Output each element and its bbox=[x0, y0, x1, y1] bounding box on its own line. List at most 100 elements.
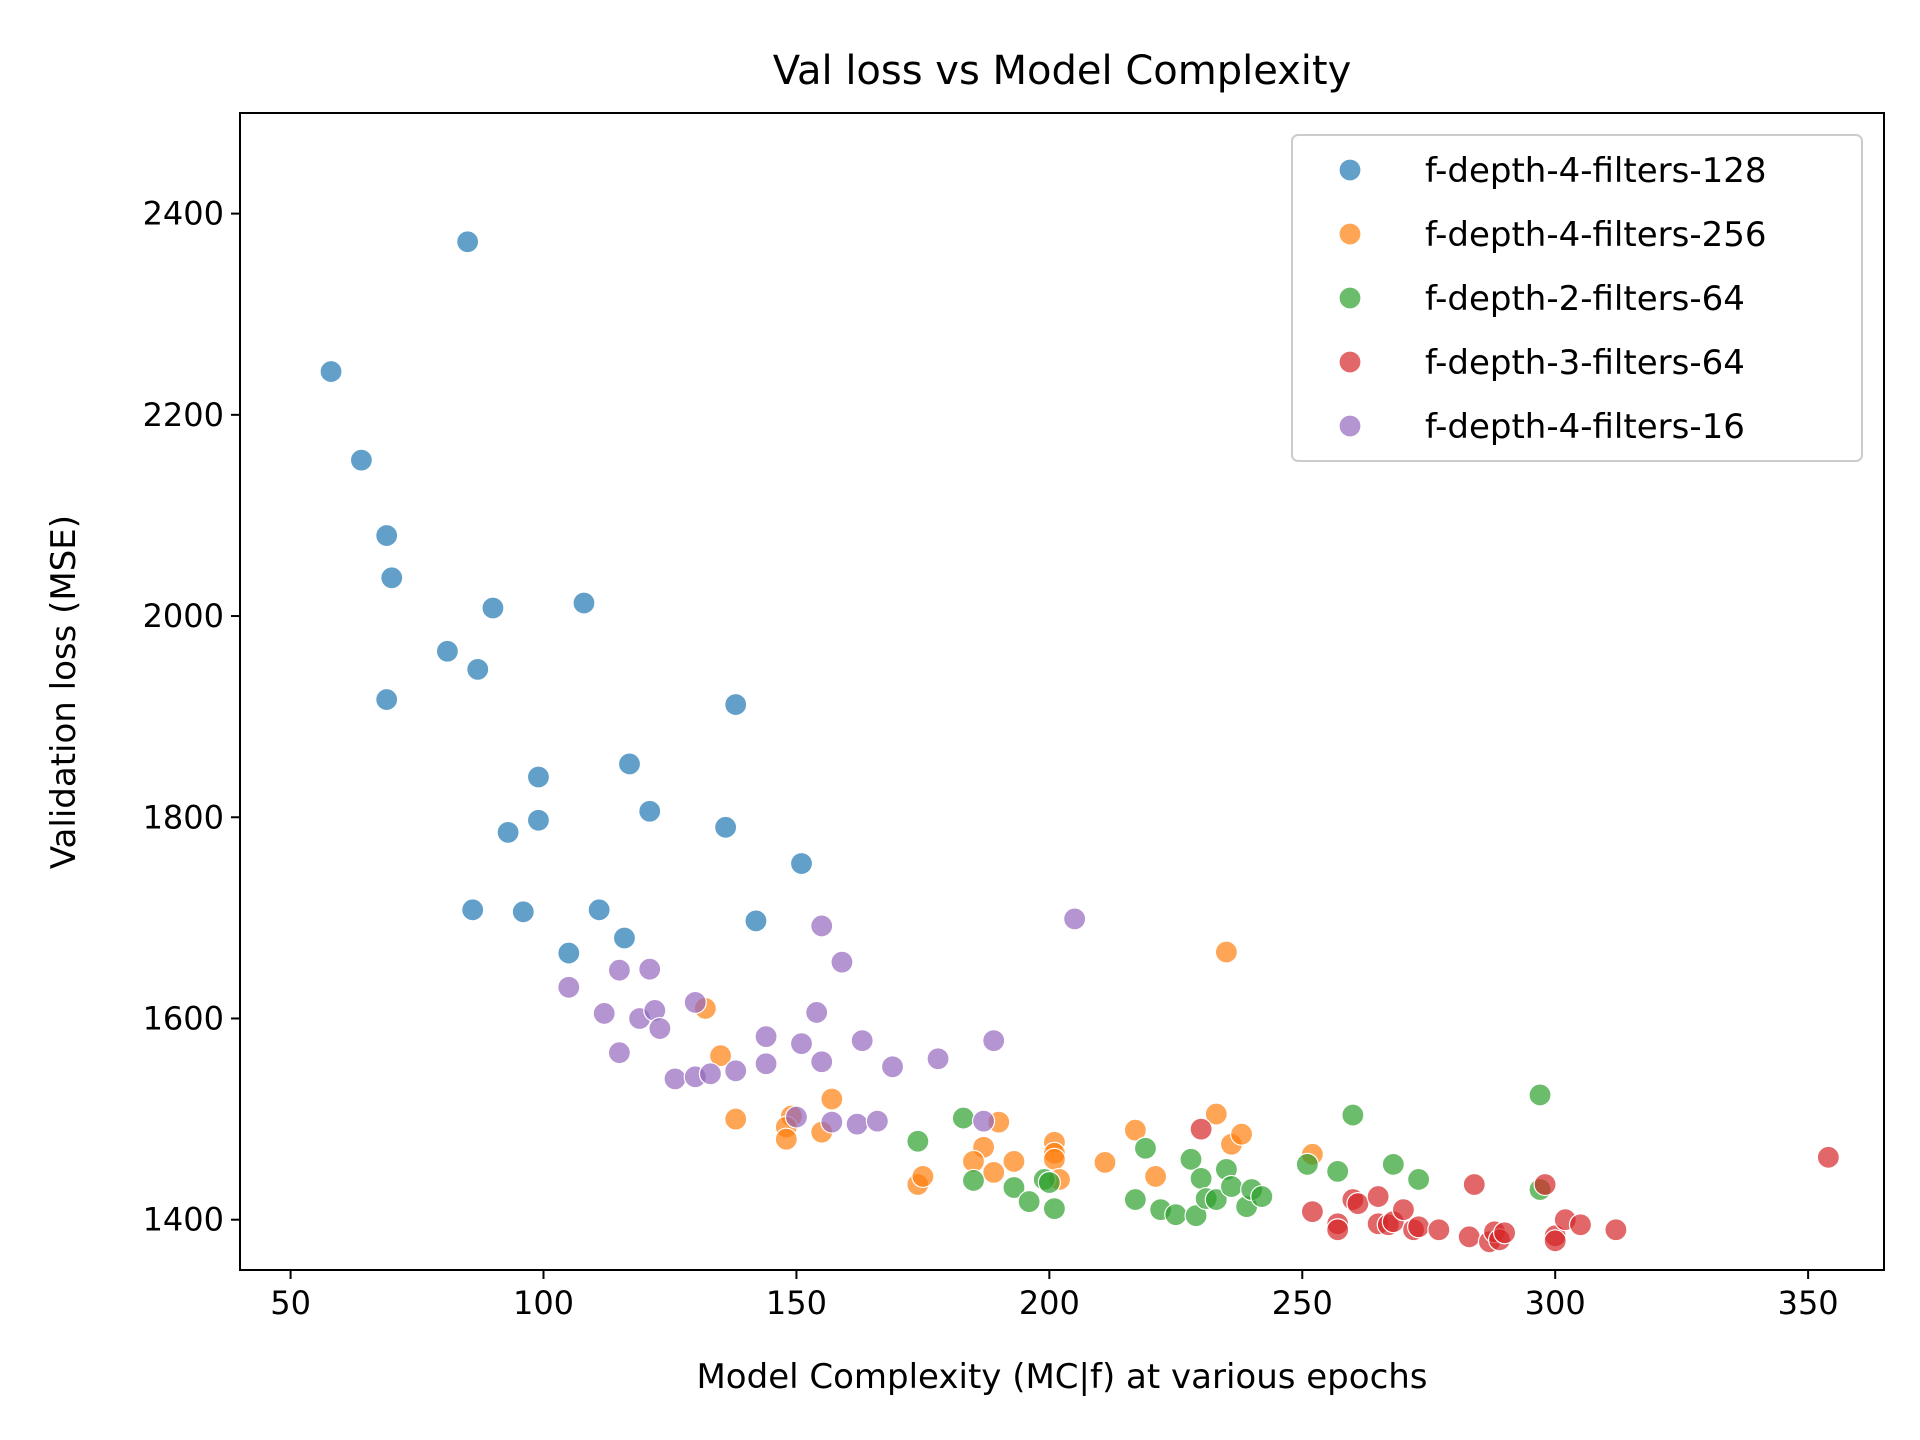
data-point-f-depth-4-filters-256-25 bbox=[1229, 1122, 1254, 1146]
chart-title: Val loss vs Model Complexity bbox=[773, 48, 1352, 94]
data-point-f-depth-3-filters-64-20 bbox=[1493, 1221, 1517, 1245]
data-point-f-depth-3-filters-64-26 bbox=[1604, 1218, 1628, 1242]
data-point-f-depth-4-filters-16-6 bbox=[683, 990, 707, 1014]
data-point-f-depth-4-filters-16-28 bbox=[865, 1109, 889, 1133]
data-point-f-depth-3-filters-64-8 bbox=[1366, 1184, 1390, 1209]
data-point-f-depth-4-filters-128-12 bbox=[617, 752, 642, 776]
data-point-f-depth-4-filters-16-4 bbox=[607, 958, 631, 982]
data-point-f-depth-2-filters-64-18 bbox=[1204, 1187, 1228, 1212]
x-tick-label-150: 150 bbox=[766, 1284, 827, 1322]
data-points bbox=[319, 230, 1840, 1254]
data-point-f-depth-4-filters-128-18 bbox=[461, 898, 485, 922]
y-tick-label-2200: 2200 bbox=[143, 396, 224, 434]
data-point-f-depth-4-filters-128-17 bbox=[789, 851, 814, 876]
x-tick-label-50: 50 bbox=[270, 1284, 311, 1322]
legend-label-f-depth-2-filters-64: f-depth-2-filters-64 bbox=[1425, 279, 1745, 319]
data-point-f-depth-4-filters-16-18 bbox=[789, 1032, 814, 1056]
data-point-f-depth-4-filters-256-18 bbox=[1042, 1147, 1067, 1171]
data-point-f-depth-4-filters-128-23 bbox=[612, 926, 637, 950]
data-point-f-depth-4-filters-16-26 bbox=[820, 1110, 844, 1134]
data-point-f-depth-4-filters-16-29 bbox=[971, 1109, 996, 1133]
data-point-f-depth-3-filters-64-21 bbox=[1533, 1172, 1557, 1197]
x-tick-label-250: 250 bbox=[1272, 1284, 1333, 1322]
data-point-f-depth-4-filters-128-3 bbox=[375, 523, 399, 548]
legend-label-f-depth-4-filters-128: f-depth-4-filters-128 bbox=[1425, 151, 1766, 191]
data-point-f-depth-4-filters-128-0 bbox=[456, 230, 480, 254]
y-tick-label-2000: 2000 bbox=[143, 597, 224, 635]
data-point-f-depth-4-filters-128-10 bbox=[724, 692, 748, 717]
data-point-f-depth-2-filters-64-10 bbox=[1133, 1136, 1158, 1160]
data-point-f-depth-4-filters-16-19 bbox=[805, 1000, 829, 1025]
data-point-f-depth-3-filters-64-14 bbox=[1427, 1218, 1451, 1242]
data-point-f-depth-2-filters-64-14 bbox=[1179, 1147, 1203, 1171]
x-tick-label-300: 300 bbox=[1525, 1284, 1586, 1322]
data-point-f-depth-4-filters-16-14 bbox=[698, 1062, 723, 1086]
data-point-f-depth-4-filters-16-7 bbox=[592, 1001, 616, 1026]
y-tick-label-1600: 1600 bbox=[143, 999, 224, 1037]
data-point-f-depth-4-filters-16-3 bbox=[557, 975, 581, 999]
data-point-f-depth-4-filters-16-10 bbox=[648, 1016, 672, 1041]
data-point-f-depth-2-filters-64-20 bbox=[1219, 1174, 1244, 1199]
data-point-f-depth-2-filters-64-1 bbox=[1341, 1103, 1365, 1127]
data-point-f-depth-2-filters-64-2 bbox=[951, 1106, 975, 1130]
data-point-f-depth-4-filters-256-8 bbox=[774, 1127, 798, 1151]
data-point-f-depth-4-filters-16-20 bbox=[810, 1050, 834, 1074]
data-point-f-depth-3-filters-64-2 bbox=[1300, 1200, 1324, 1224]
x-tick-label-200: 200 bbox=[1019, 1284, 1080, 1322]
data-point-f-depth-4-filters-256-2 bbox=[708, 1044, 733, 1068]
data-point-f-depth-2-filters-64-0 bbox=[1528, 1083, 1552, 1107]
y-tick-label-2400: 2400 bbox=[143, 195, 224, 233]
x-axis-ticks: 50 100 150 200 250 300 350 bbox=[270, 1270, 1839, 1322]
data-point-f-depth-3-filters-64-11 bbox=[1391, 1198, 1416, 1222]
data-point-f-depth-4-filters-16-16 bbox=[754, 1024, 778, 1049]
data-point-f-depth-4-filters-16-27 bbox=[845, 1112, 869, 1136]
data-point-f-depth-4-filters-256-15 bbox=[911, 1164, 935, 1189]
legend-box bbox=[1291, 134, 1863, 462]
data-point-f-depth-2-filters-64-24 bbox=[1295, 1152, 1319, 1176]
data-point-f-depth-2-filters-64-4 bbox=[961, 1168, 986, 1193]
data-point-f-depth-4-filters-256-4 bbox=[724, 1107, 748, 1131]
data-point-f-depth-3-filters-64-1 bbox=[1189, 1117, 1213, 1141]
x-tick-label-100: 100 bbox=[513, 1284, 574, 1322]
data-point-f-depth-4-filters-256-12 bbox=[982, 1160, 1006, 1185]
data-point-f-depth-4-filters-256-13 bbox=[1002, 1149, 1026, 1173]
data-point-f-depth-4-filters-128-21 bbox=[744, 909, 768, 933]
data-point-f-depth-4-filters-16-2 bbox=[830, 950, 854, 974]
data-point-f-depth-4-filters-16-24 bbox=[982, 1029, 1006, 1053]
data-point-f-depth-2-filters-64-16 bbox=[1189, 1166, 1213, 1191]
data-point-f-depth-3-filters-64-23 bbox=[1543, 1229, 1567, 1253]
data-point-f-depth-4-filters-128-22 bbox=[557, 941, 581, 965]
y-axis-ticks: 1400 1600 1800 2000 2200 2400 bbox=[143, 195, 240, 1239]
data-point-f-depth-3-filters-64-25 bbox=[1568, 1213, 1593, 1237]
x-axis-label: Model Complexity (MC|f) at various epoch… bbox=[696, 1357, 1427, 1397]
data-point-f-depth-4-filters-128-14 bbox=[526, 808, 551, 832]
data-point-f-depth-4-filters-128-7 bbox=[435, 639, 459, 663]
data-point-f-depth-2-filters-64-15 bbox=[1184, 1204, 1208, 1228]
data-point-f-depth-2-filters-64-6 bbox=[1017, 1189, 1041, 1214]
data-point-f-depth-2-filters-64-5 bbox=[1002, 1175, 1026, 1200]
data-point-f-depth-4-filters-16-22 bbox=[880, 1055, 905, 1079]
data-point-f-depth-4-filters-128-4 bbox=[380, 566, 404, 590]
y-axis-label: Validation loss (MSE) bbox=[44, 515, 84, 869]
data-point-f-depth-2-filters-64-11 bbox=[1123, 1187, 1147, 1212]
data-point-f-depth-4-filters-16-5 bbox=[638, 957, 662, 981]
y-tick-label-1800: 1800 bbox=[143, 798, 224, 836]
data-point-f-depth-2-filters-64-13 bbox=[1164, 1203, 1188, 1227]
legend-marker-f-depth-2-filters-64 bbox=[1338, 286, 1362, 310]
data-point-f-depth-2-filters-64-3 bbox=[906, 1129, 930, 1153]
data-point-f-depth-4-filters-128-19 bbox=[511, 900, 535, 924]
data-point-f-depth-4-filters-128-16 bbox=[714, 815, 738, 839]
data-point-f-depth-4-filters-256-21 bbox=[1123, 1118, 1147, 1142]
legend-marker-f-depth-4-filters-256 bbox=[1338, 222, 1362, 246]
legend-marker-f-depth-4-filters-128 bbox=[1338, 158, 1362, 182]
data-point-f-depth-4-filters-256-0 bbox=[1214, 940, 1239, 964]
y-tick-label-1400: 1400 bbox=[143, 1201, 224, 1239]
data-point-f-depth-4-filters-16-0 bbox=[1063, 907, 1087, 931]
data-point-f-depth-4-filters-256-23 bbox=[1204, 1102, 1228, 1126]
data-point-f-depth-4-filters-128-6 bbox=[572, 591, 596, 615]
legend-label-f-depth-4-filters-256: f-depth-4-filters-256 bbox=[1425, 215, 1766, 255]
data-point-f-depth-4-filters-16-17 bbox=[754, 1052, 778, 1076]
data-point-f-depth-4-filters-128-1 bbox=[319, 359, 343, 384]
data-point-f-depth-4-filters-16-23 bbox=[926, 1047, 950, 1071]
